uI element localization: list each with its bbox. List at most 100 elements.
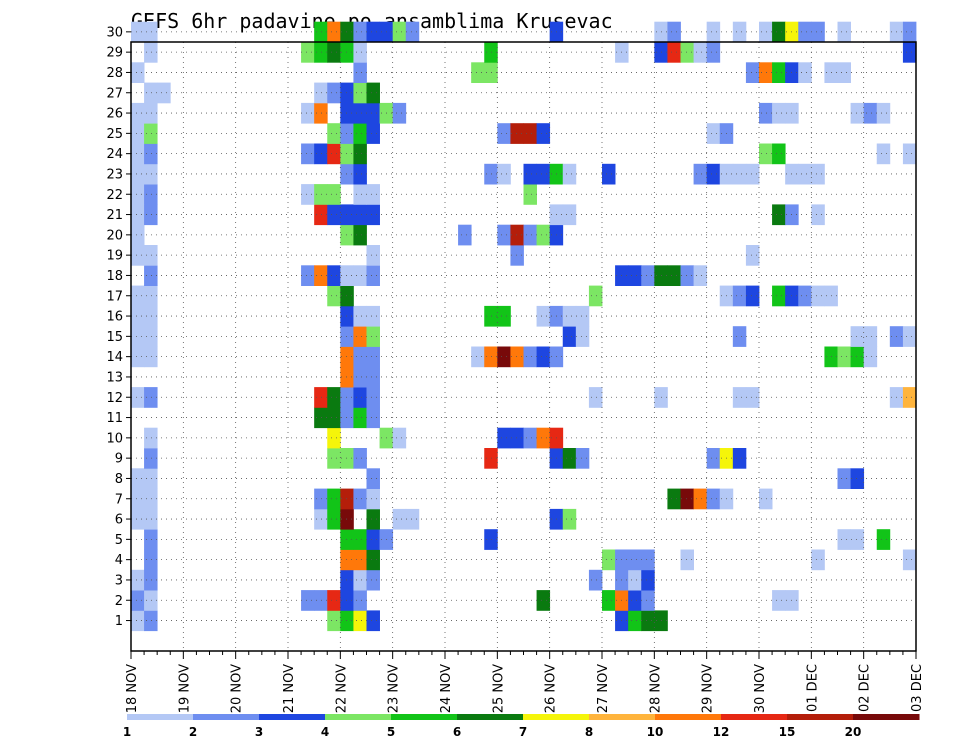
legend-label-20: 20	[845, 725, 862, 739]
x-tick-label-15: 03 DEC	[910, 664, 925, 712]
x-tick-label-12: 30 NOV	[753, 664, 768, 713]
cell-m1-s0	[131, 610, 145, 632]
cell-m11-s15	[327, 407, 341, 429]
y-tick-label-25: 25	[106, 127, 123, 142]
cell-m26-s20	[392, 102, 407, 124]
cell-m17-s15	[327, 285, 341, 307]
cell-m28-s49	[772, 62, 786, 83]
cell-m3-s39	[641, 569, 655, 591]
cell-m14-s56	[863, 346, 878, 368]
cell-m4-s38	[628, 549, 642, 571]
cells-layer	[131, 21, 917, 632]
cell-m5-s1	[144, 529, 158, 550]
x-tick-label-1: 19 NOV	[177, 664, 192, 713]
y-tick-label-27: 27	[106, 86, 123, 101]
cell-m29-s17	[353, 42, 367, 63]
cell-m26-s49	[772, 102, 786, 124]
cell-m3-s1	[144, 569, 158, 591]
cell-m2-s15	[327, 590, 341, 611]
cell-m7-s0	[131, 488, 145, 510]
legend-label-4: 4	[321, 725, 329, 739]
legend-label-7: 7	[519, 725, 527, 739]
legend-swatch-6	[457, 714, 524, 720]
y-tick-label-1: 1	[115, 614, 123, 629]
cell-m17-s0	[131, 285, 145, 307]
cell-m2-s0	[131, 590, 145, 611]
cell-m30-s21	[405, 21, 420, 43]
cell-m29-s59	[902, 42, 917, 63]
cell-m7-s43	[693, 488, 708, 510]
cell-m12-s16	[340, 387, 354, 408]
cell-m10-s30	[523, 427, 537, 449]
cell-m17-s52	[811, 285, 825, 307]
cell-m26-s48	[759, 102, 773, 124]
cell-m28-s48	[759, 62, 773, 83]
cell-m19-s0	[131, 245, 145, 266]
cell-m10-s1	[144, 427, 158, 449]
cell-m27-s1	[144, 82, 158, 104]
cell-m17-s35	[588, 285, 603, 307]
cell-m8-s1	[144, 468, 158, 489]
legend-label-10: 10	[647, 725, 664, 739]
y-tick-label-29: 29	[106, 46, 123, 61]
cell-m22-s30	[523, 184, 537, 205]
cell-m9-s17	[353, 448, 367, 469]
cell-m30-s20	[392, 21, 407, 43]
cell-m14-s27	[484, 346, 498, 368]
cell-m20-s25	[458, 224, 472, 246]
cell-m10-s29	[510, 427, 524, 449]
cell-m2-s14	[314, 590, 328, 611]
cell-m2-s36	[602, 590, 616, 611]
cell-m6-s1	[144, 508, 158, 530]
cell-m6-s33	[562, 508, 577, 530]
cell-m5-s57	[876, 529, 891, 550]
cell-m21-s14	[314, 204, 328, 226]
cell-m8-s0	[131, 468, 145, 489]
cell-m14-s29	[510, 346, 524, 368]
cell-m30-s16	[340, 21, 354, 43]
legend-swatch-8	[589, 714, 656, 720]
cell-m27-s14	[314, 82, 328, 104]
cell-m1-s38	[628, 610, 642, 632]
x-tick-label-13: 01 DEC	[805, 664, 820, 712]
cell-m16-s27	[484, 305, 498, 327]
cell-m6-s21	[405, 508, 420, 530]
cell-m29-s43	[693, 42, 708, 63]
y-tick-label-20: 20	[106, 228, 123, 243]
cell-m2-s31	[536, 590, 551, 611]
cell-m18-s43	[693, 265, 708, 286]
cell-m22-s0	[131, 184, 145, 205]
x-tick-label-3: 21 NOV	[282, 664, 297, 713]
cell-m16-s1	[144, 305, 158, 327]
cell-m14-s30	[523, 346, 537, 368]
cell-m18-s1	[144, 265, 158, 286]
cell-m12-s15	[327, 387, 341, 408]
cell-m22-s18	[366, 184, 380, 205]
cell-m19-s1	[144, 245, 158, 266]
cell-m23-s51	[798, 163, 812, 185]
cell-m5-s16	[340, 529, 354, 550]
cell-m11-s16	[340, 407, 354, 429]
y-tick-label-6: 6	[115, 513, 123, 528]
cell-m8-s55	[850, 468, 865, 489]
cell-m7-s14	[314, 488, 328, 510]
legend: 1 2 3 4 5 6 7 8 10 12 15 20	[123, 714, 920, 739]
y-tick-label-7: 7	[115, 492, 123, 507]
cell-m21-s15	[327, 204, 341, 226]
cell-m15-s46	[732, 326, 747, 347]
legend-label-12: 12	[713, 725, 730, 739]
y-tick-label-13: 13	[106, 370, 123, 385]
x-tick-label-10: 28 NOV	[648, 664, 663, 713]
y-tick-label-17: 17	[106, 289, 123, 304]
cell-m2-s38	[628, 590, 642, 611]
cell-m9-s16	[340, 448, 354, 469]
cell-m28-s47	[745, 62, 760, 83]
cell-m25-s30	[523, 123, 537, 144]
cell-m27-s17	[353, 82, 367, 104]
cell-m2-s16	[340, 590, 354, 611]
cell-m21-s52	[811, 204, 825, 226]
cell-m26-s56	[863, 102, 878, 124]
cell-m6-s18	[366, 508, 380, 530]
cell-m30-s41	[667, 21, 681, 43]
cell-m17-s47	[745, 285, 760, 307]
